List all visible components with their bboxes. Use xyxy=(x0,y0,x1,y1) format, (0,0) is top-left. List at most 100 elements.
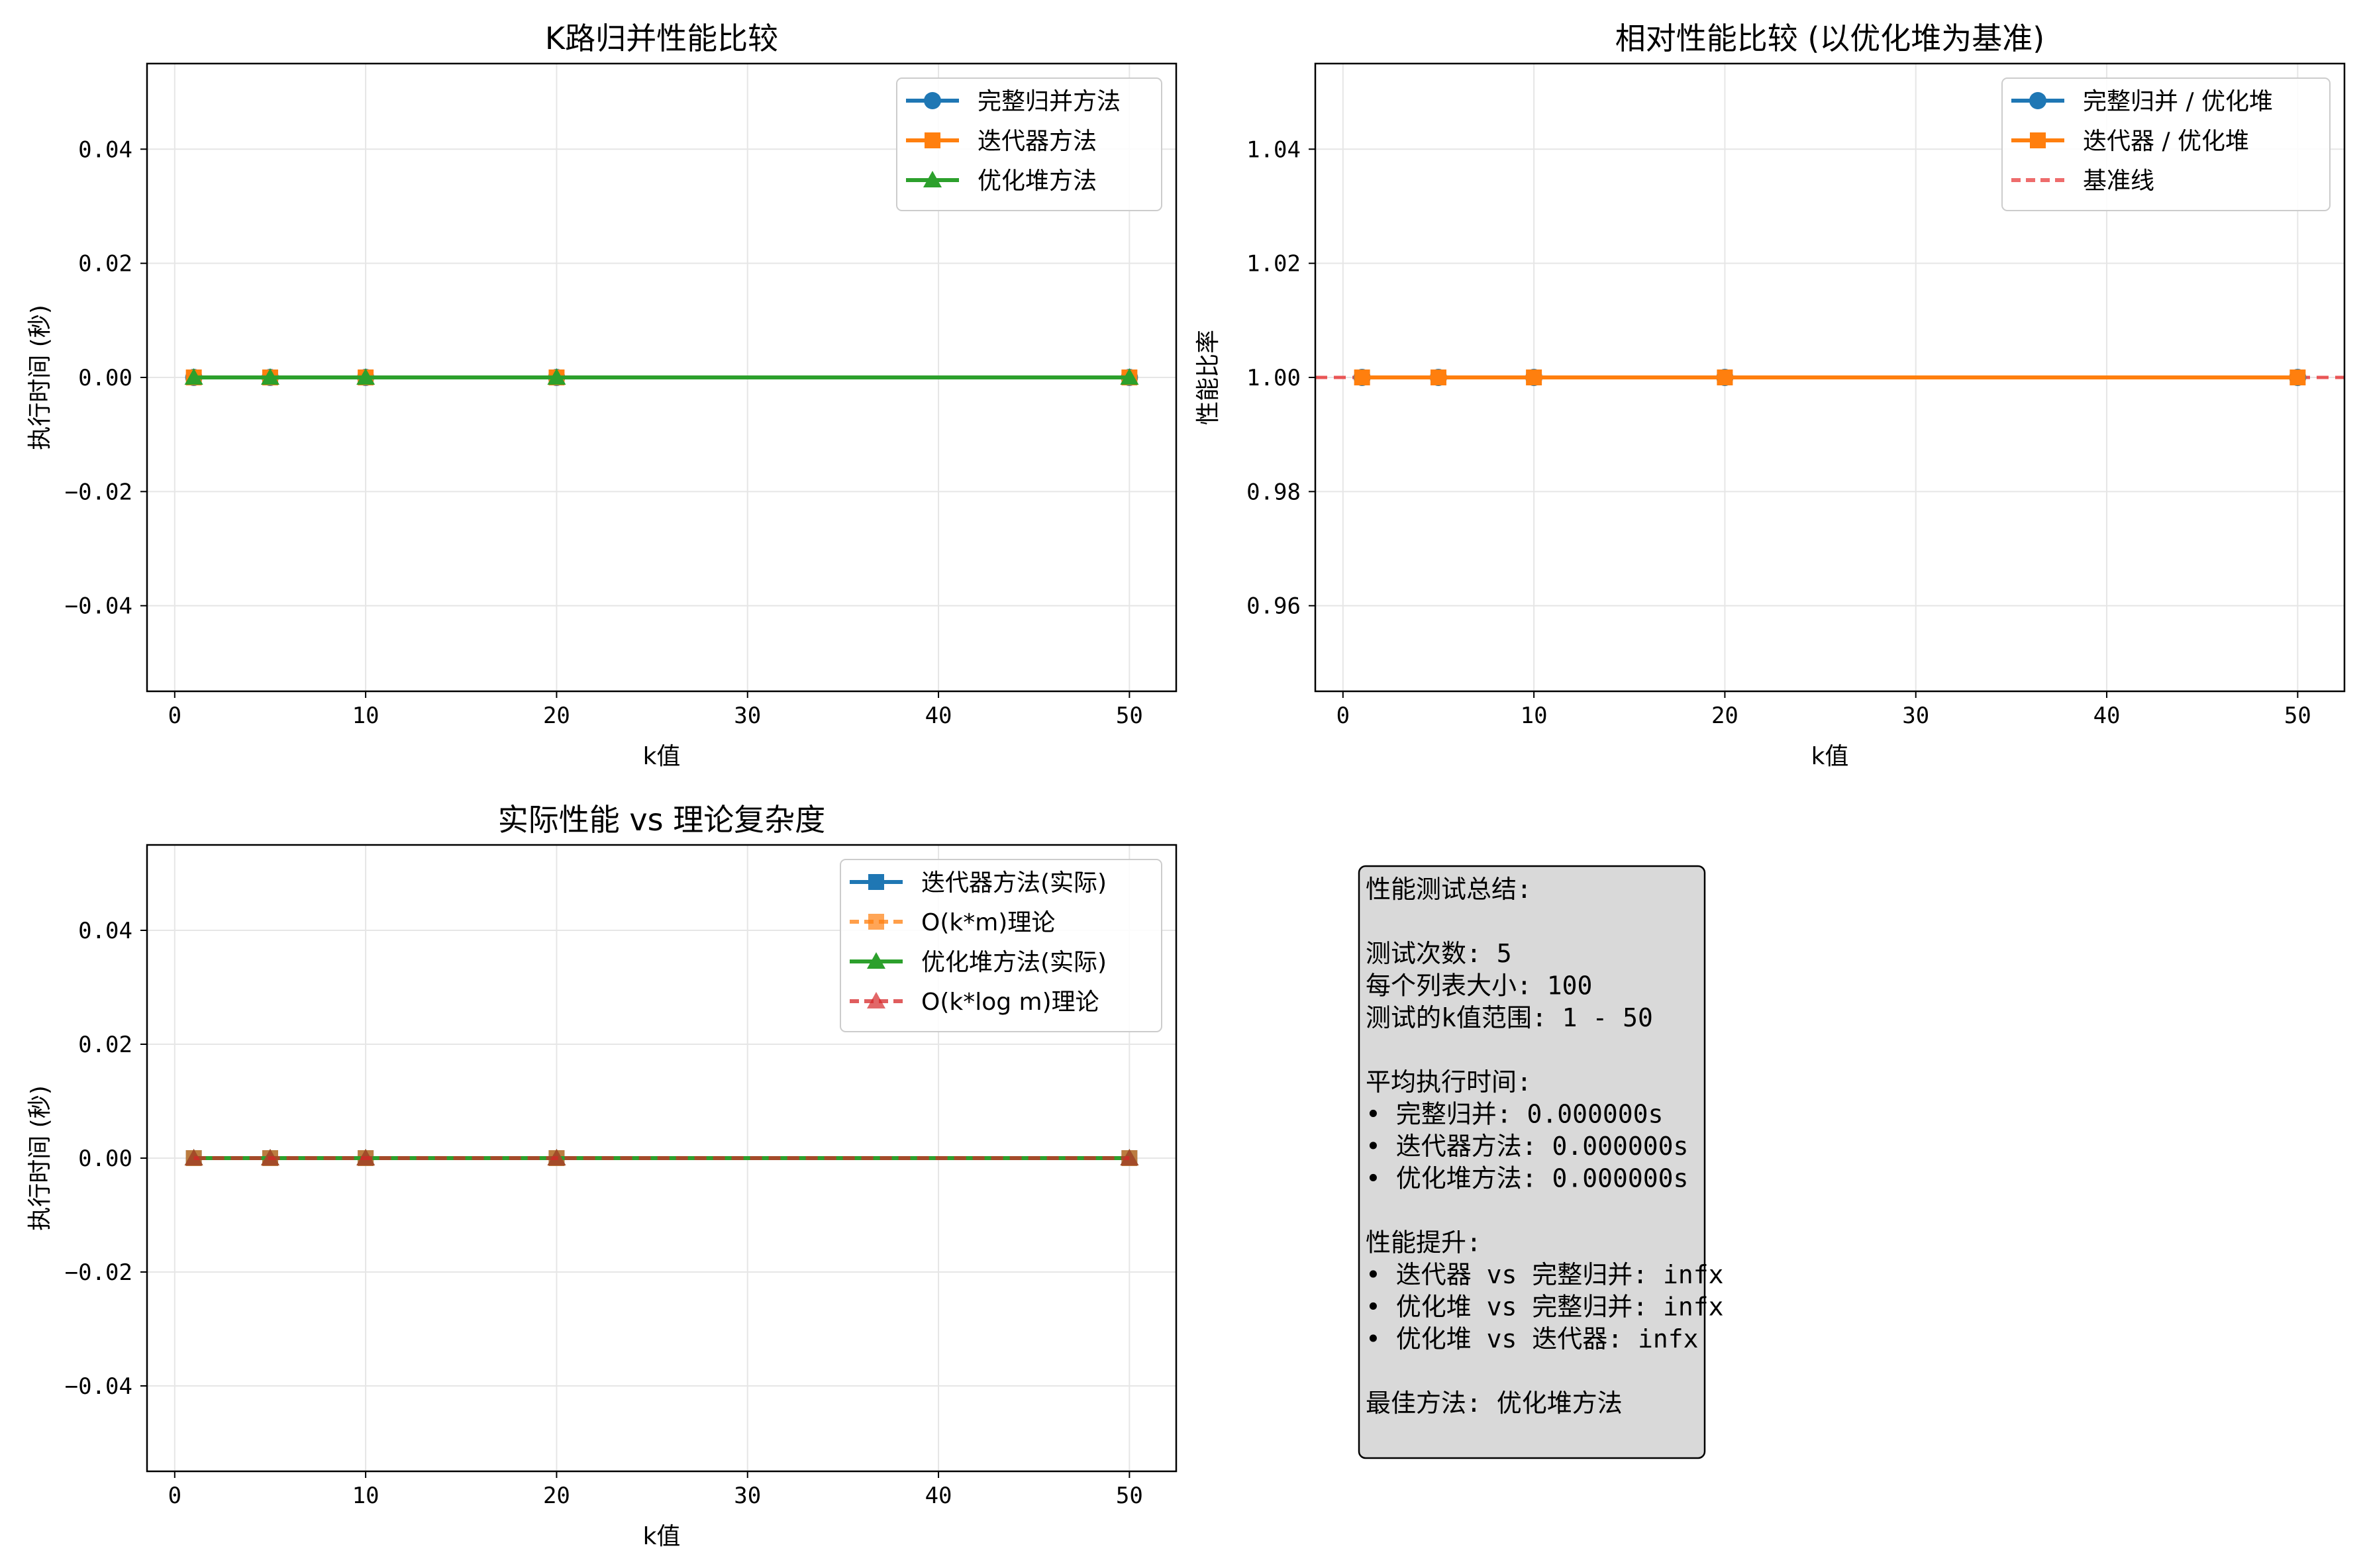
summary-line: 平均执行时间: xyxy=(1366,1067,1532,1097)
y-axis-label: 执行时间 (秒) xyxy=(26,1085,54,1231)
y-tick-label: −0.02 xyxy=(65,479,132,505)
y-axis-label: 执行时间 (秒) xyxy=(26,305,54,450)
y-tick-label: −0.04 xyxy=(65,593,132,620)
data-point-s3-1 xyxy=(184,368,203,385)
data-point-s4-4 xyxy=(547,1149,566,1165)
x-tick-label: 10 xyxy=(352,1483,379,1509)
summary-line: • 迭代器 vs 完整归并: infx xyxy=(1366,1260,1724,1289)
legend-label: 完整归并 / 优化堆 xyxy=(2083,88,2273,115)
legend-label: 基准线 xyxy=(2083,168,2154,195)
y-tick-label: 0.04 xyxy=(78,136,132,163)
y-tick-label: 0.02 xyxy=(78,251,132,277)
summary-line: • 优化堆 vs 迭代器: infx xyxy=(1366,1324,1699,1353)
data-point-s3-2 xyxy=(260,368,279,385)
x-tick-label: 50 xyxy=(2284,703,2311,729)
x-tick-label: 0 xyxy=(168,1483,181,1509)
data-point-s4-1 xyxy=(184,1149,203,1165)
legend-box xyxy=(2001,77,2331,211)
legend-label: 优化堆方法 xyxy=(978,168,1097,195)
y-tick-label: 1.00 xyxy=(1246,365,1301,391)
axes-frame xyxy=(146,62,1178,693)
legend-label: 迭代器 / 优化堆 xyxy=(2083,128,2249,155)
chart-1: 0 10 20 30 40 50 0.04 0.02 0.00 −0.02 −0.04 K路归并性能比… xyxy=(26,21,1178,770)
legend-swatch-marker xyxy=(923,171,942,187)
y-tick-label: 0.96 xyxy=(1246,593,1301,620)
axes-frame xyxy=(146,844,1178,1473)
chart-2: 0 10 20 30 40 50 1.04 1.02 1.00 0.98 0.96 相对性能比较 (以… xyxy=(1195,21,2346,770)
legend-swatch-marker xyxy=(867,952,885,969)
y-tick-label: 1.02 xyxy=(1246,251,1301,277)
y-tick-label: 0.00 xyxy=(78,1146,132,1172)
summary-line: 最佳方法: 优化堆方法 xyxy=(1366,1389,1623,1418)
legend-swatch-marker xyxy=(2030,132,2046,148)
y-tick-label: 1.04 xyxy=(1246,136,1301,163)
x-tick-label: 50 xyxy=(1116,1483,1143,1509)
data-point-s3-4 xyxy=(547,368,566,385)
y-axis-label: 性能比率 xyxy=(1195,330,1222,425)
data-point-s3-5 xyxy=(1120,368,1139,385)
summary-line: • 优化堆 vs 完整归并: infx xyxy=(1366,1293,1724,1322)
legend-swatch-marker xyxy=(925,132,940,148)
x-axis-label: k值 xyxy=(643,743,681,770)
x-axis-label: k值 xyxy=(643,1523,681,1550)
summary-line: • 完整归并: 0.000000s xyxy=(1366,1100,1663,1129)
legend-swatch-marker xyxy=(2029,92,2046,109)
x-tick-label: 40 xyxy=(925,703,952,729)
legend-label: 完整归并方法 xyxy=(978,88,1121,115)
legend-box xyxy=(896,77,1162,211)
x-tick-label: 30 xyxy=(1902,703,1929,729)
data-point-s2-1 xyxy=(1354,369,1370,385)
legend-label: 迭代器方法(实际) xyxy=(921,869,1107,897)
legend-label: O(k*log m)理论 xyxy=(921,989,1099,1016)
y-tick-label: 0.02 xyxy=(78,1032,132,1058)
chart-title: 相对性能比较 (以优化堆为基准) xyxy=(1615,21,2045,56)
data-point-s2-5 xyxy=(2289,369,2306,385)
legend-box xyxy=(840,859,1162,1032)
summary-line: • 迭代器方法: 0.000000s xyxy=(1366,1132,1688,1161)
axes-frame xyxy=(1314,62,2346,693)
legend-label: 迭代器方法 xyxy=(978,128,1097,155)
data-point-s3-3 xyxy=(356,368,376,385)
y-tick-label: 0.00 xyxy=(78,365,132,391)
data-point-s4-2 xyxy=(260,1149,279,1165)
summary-line: 每个列表大小: 100 xyxy=(1366,971,1592,1001)
x-tick-label: 50 xyxy=(1116,703,1143,729)
summary-box-frame xyxy=(1358,865,1706,1459)
x-tick-label: 0 xyxy=(1336,703,1350,729)
summary-line: 性能测试总结: xyxy=(1366,875,1532,904)
data-point-s4-5 xyxy=(1120,1149,1139,1165)
legend-swatch-marker xyxy=(868,914,884,930)
x-tick-label: 30 xyxy=(734,703,761,729)
y-tick-label: −0.02 xyxy=(65,1259,132,1286)
x-tick-label: 10 xyxy=(352,703,379,729)
y-tick-label: 0.98 xyxy=(1246,479,1301,505)
x-tick-label: 20 xyxy=(543,703,570,729)
data-point-s2-4 xyxy=(1717,369,1733,385)
x-axis-label: k值 xyxy=(1811,743,1849,770)
legend-swatch-marker xyxy=(868,874,884,890)
legend-label: 优化堆方法(实际) xyxy=(921,949,1107,976)
x-tick-label: 10 xyxy=(1521,703,1548,729)
legend-swatch-marker xyxy=(867,992,885,1008)
x-tick-label: 40 xyxy=(925,1483,952,1509)
legend-label: O(k*m)理论 xyxy=(921,909,1055,936)
x-tick-label: 20 xyxy=(543,1483,570,1509)
x-tick-label: 40 xyxy=(2093,703,2121,729)
x-tick-label: 0 xyxy=(168,703,181,729)
summary-line: 测试次数: 5 xyxy=(1366,939,1512,968)
chart-title: 实际性能 vs 理论复杂度 xyxy=(498,802,825,838)
chart-title: K路归并性能比较 xyxy=(545,21,778,56)
summary-line: 测试的k值范围: 1 - 50 xyxy=(1366,1003,1653,1032)
legend-swatch-marker xyxy=(924,92,941,109)
x-tick-label: 20 xyxy=(1711,703,1738,729)
summary-line: 性能提升: xyxy=(1366,1228,1482,1257)
data-point-s2-2 xyxy=(1430,369,1446,385)
y-tick-label: −0.04 xyxy=(65,1373,132,1400)
data-point-s4-3 xyxy=(356,1149,376,1165)
y-tick-label: 0.04 xyxy=(78,918,132,944)
